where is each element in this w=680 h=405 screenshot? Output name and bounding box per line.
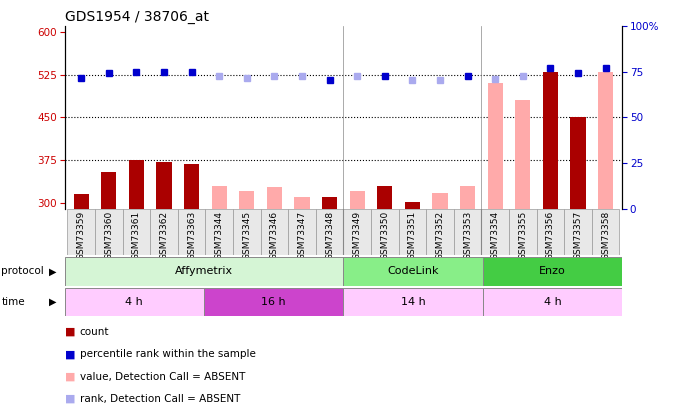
Bar <box>343 209 371 255</box>
Bar <box>316 209 343 255</box>
Bar <box>65 257 343 286</box>
Text: GSM73362: GSM73362 <box>160 211 169 260</box>
Bar <box>350 192 364 209</box>
Bar <box>592 209 619 255</box>
Bar <box>73 194 89 209</box>
Bar <box>211 186 226 209</box>
Text: GSM73349: GSM73349 <box>353 211 362 260</box>
Bar <box>598 72 613 209</box>
Text: ▶: ▶ <box>49 297 56 307</box>
Text: GSM73345: GSM73345 <box>242 211 252 260</box>
Text: Enzo: Enzo <box>539 266 566 276</box>
Bar <box>184 164 199 209</box>
Text: protocol: protocol <box>1 266 44 276</box>
Bar <box>377 186 392 209</box>
Bar <box>432 193 447 209</box>
Text: GSM73360: GSM73360 <box>104 211 114 260</box>
Bar <box>95 209 122 255</box>
Bar <box>460 186 475 209</box>
Text: 14 h: 14 h <box>401 297 426 307</box>
Text: GDS1954 / 38706_at: GDS1954 / 38706_at <box>65 10 209 24</box>
Bar <box>101 172 116 209</box>
Text: 16 h: 16 h <box>261 297 286 307</box>
Text: GSM73355: GSM73355 <box>518 211 527 260</box>
Bar <box>571 117 585 209</box>
Bar <box>122 209 150 255</box>
Bar <box>156 162 171 209</box>
Bar <box>426 209 454 255</box>
Text: ■: ■ <box>65 350 75 359</box>
Bar <box>150 209 177 255</box>
Text: ■: ■ <box>65 372 75 382</box>
Bar <box>454 209 481 255</box>
Text: ■: ■ <box>65 327 75 337</box>
Bar <box>488 83 503 209</box>
Bar <box>343 257 483 286</box>
Bar <box>343 288 483 316</box>
Bar <box>260 209 288 255</box>
Bar <box>515 100 530 209</box>
Text: ■: ■ <box>65 394 75 404</box>
Bar <box>483 257 622 286</box>
Text: CodeLink: CodeLink <box>388 266 439 276</box>
Bar <box>67 209 95 255</box>
Text: GSM73357: GSM73357 <box>573 211 583 260</box>
Bar <box>233 209 260 255</box>
Bar <box>205 209 233 255</box>
Text: GSM73361: GSM73361 <box>132 211 141 260</box>
Bar <box>537 209 564 255</box>
Text: 4 h: 4 h <box>543 297 562 307</box>
Bar <box>129 160 144 209</box>
Text: percentile rank within the sample: percentile rank within the sample <box>80 350 256 359</box>
Text: GSM73353: GSM73353 <box>463 211 472 260</box>
Bar <box>65 288 204 316</box>
Text: GSM73347: GSM73347 <box>297 211 307 260</box>
Text: GSM73354: GSM73354 <box>491 211 500 260</box>
Bar <box>543 72 558 209</box>
Text: count: count <box>80 327 109 337</box>
Bar <box>483 288 622 316</box>
Bar <box>288 209 316 255</box>
Bar <box>267 187 282 209</box>
Text: GSM73348: GSM73348 <box>325 211 334 260</box>
Text: ▶: ▶ <box>49 266 56 276</box>
Bar <box>509 209 537 255</box>
Text: GSM73350: GSM73350 <box>380 211 390 260</box>
Text: GSM73359: GSM73359 <box>77 211 86 260</box>
Bar <box>371 209 398 255</box>
Bar <box>239 192 254 209</box>
Text: value, Detection Call = ABSENT: value, Detection Call = ABSENT <box>80 372 245 382</box>
Text: GSM73346: GSM73346 <box>270 211 279 260</box>
Text: GSM73352: GSM73352 <box>435 211 445 260</box>
Text: GSM73356: GSM73356 <box>546 211 555 260</box>
Text: GSM73344: GSM73344 <box>215 211 224 260</box>
Bar <box>564 209 592 255</box>
Text: GSM73358: GSM73358 <box>601 211 610 260</box>
Bar <box>177 209 205 255</box>
Text: GSM73363: GSM73363 <box>187 211 196 260</box>
Text: time: time <box>1 297 25 307</box>
Bar <box>481 209 509 255</box>
Text: 4 h: 4 h <box>125 297 143 307</box>
Text: GSM73351: GSM73351 <box>408 211 417 260</box>
Bar <box>405 202 420 209</box>
Text: rank, Detection Call = ABSENT: rank, Detection Call = ABSENT <box>80 394 240 404</box>
Bar <box>398 209 426 255</box>
Text: Affymetrix: Affymetrix <box>175 266 233 276</box>
Bar <box>322 197 337 209</box>
Bar <box>294 197 309 209</box>
Bar <box>204 288 343 316</box>
